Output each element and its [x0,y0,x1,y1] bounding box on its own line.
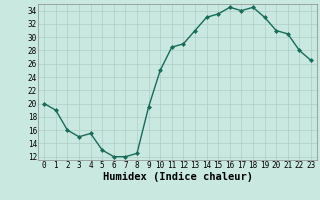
X-axis label: Humidex (Indice chaleur): Humidex (Indice chaleur) [103,172,252,182]
